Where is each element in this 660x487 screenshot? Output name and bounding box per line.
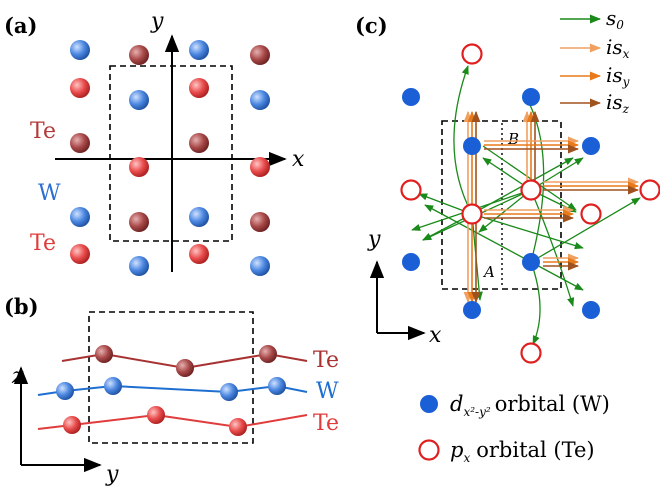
panel-a-y-label: y (150, 9, 164, 34)
is-hoppings (463, 110, 640, 304)
site-b-label: B (507, 130, 519, 148)
legend-isy-label: isy (606, 63, 630, 89)
panel-a-te-top-label: Te (30, 119, 56, 144)
w-atom (220, 383, 238, 401)
te-bottom-atom (70, 78, 90, 98)
te-bottom-atom (63, 416, 81, 434)
te-top-atom (70, 133, 90, 153)
w-atom (189, 207, 209, 227)
hopping-legend: s0 isx isy isz (560, 6, 630, 116)
panel-a-te-bottom-label: Te (30, 231, 56, 256)
legend-isx-label: isx (606, 35, 630, 61)
te-top-atom (250, 45, 270, 65)
panel-b-te-top-label: Te (313, 348, 339, 373)
te-top-atom (129, 45, 149, 65)
orbital-legend: dx²-y² orbital (W) px orbital (Te) (418, 392, 610, 465)
te-bottom-atom (70, 244, 90, 264)
panel-b-y-label: y (105, 462, 119, 487)
legend-isz-label: isz (606, 90, 630, 116)
panel-b-label: (b) (4, 294, 39, 319)
panel-a-unit-cell (109, 65, 233, 242)
panel-b-unit-cell (88, 311, 254, 444)
legend-s0-label: s0 (606, 6, 624, 32)
te-bottom-atom (229, 418, 247, 436)
panel-b-w-chain (37, 384, 308, 396)
te-bottom-atom (129, 157, 149, 177)
w-atom (104, 377, 122, 395)
panel-c-y-label: y (367, 227, 381, 252)
w-atom (268, 377, 286, 395)
te-top-atom (250, 212, 270, 232)
te-top-atom (259, 345, 277, 363)
w-atom (129, 90, 149, 110)
w-atom (56, 382, 74, 400)
panel-a: (a) x y (4, 9, 305, 276)
panel-c: (c) s0 isx isy isz y x B A (355, 6, 660, 465)
te-bottom-atom (189, 244, 209, 264)
te-top-atom (129, 212, 149, 232)
panel-b-te-bottom-label: Te (313, 411, 339, 436)
p-orbital-label: px orbital (Te) (450, 438, 595, 465)
w-atom (70, 40, 90, 60)
w-atom (129, 256, 149, 276)
te-top-atom (95, 345, 113, 363)
te-bottom-atom (147, 406, 165, 424)
panel-c-x-label: x (429, 323, 442, 348)
panel-a-atoms (70, 40, 270, 276)
panel-b-z-label: z (11, 364, 24, 389)
w-atom (189, 40, 209, 60)
w-atom (250, 256, 270, 276)
te-top-atom (189, 133, 209, 153)
w-atom (250, 90, 270, 110)
d-orbitals (402, 88, 600, 319)
panel-a-x-label: x (292, 147, 305, 172)
site-a-label: A (482, 263, 495, 281)
panel-b-w-label: W (316, 379, 339, 404)
d-orbital-marker (420, 395, 438, 413)
te-bottom-atom (250, 157, 270, 177)
te-top-atom (176, 359, 194, 377)
panel-b: (b) z y Te W Te (4, 294, 339, 487)
panel-a-w-label: W (38, 181, 61, 206)
panel-c-label: (c) (355, 13, 388, 38)
w-atom (70, 207, 90, 227)
p-orbital-marker (418, 439, 440, 461)
te-bottom-atom (189, 78, 209, 98)
panel-a-label: (a) (4, 13, 37, 38)
d-orbital-label: dx²-y² orbital (W) (450, 392, 610, 419)
p-orbitals (400, 43, 660, 364)
